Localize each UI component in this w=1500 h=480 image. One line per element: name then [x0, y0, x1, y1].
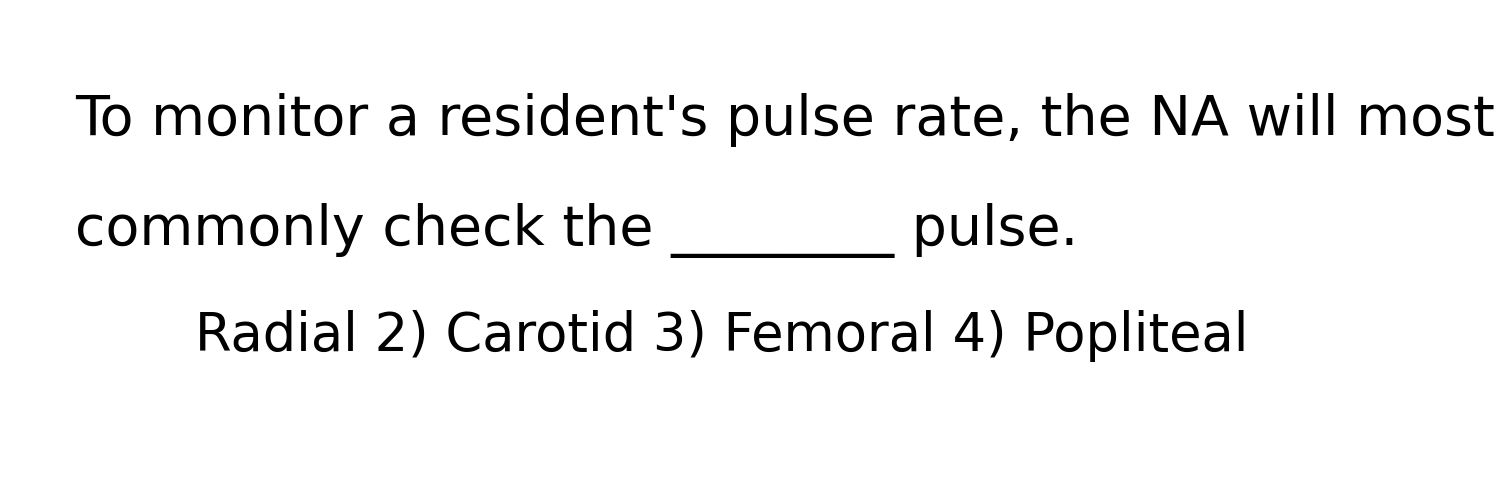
- Text: To monitor a resident's pulse rate, the NA will most: To monitor a resident's pulse rate, the …: [75, 93, 1496, 147]
- Text: commonly check the ________ pulse.: commonly check the ________ pulse.: [75, 203, 1078, 258]
- Text: Radial 2) Carotid 3) Femoral 4) Popliteal: Radial 2) Carotid 3) Femoral 4) Poplitea…: [195, 310, 1248, 362]
